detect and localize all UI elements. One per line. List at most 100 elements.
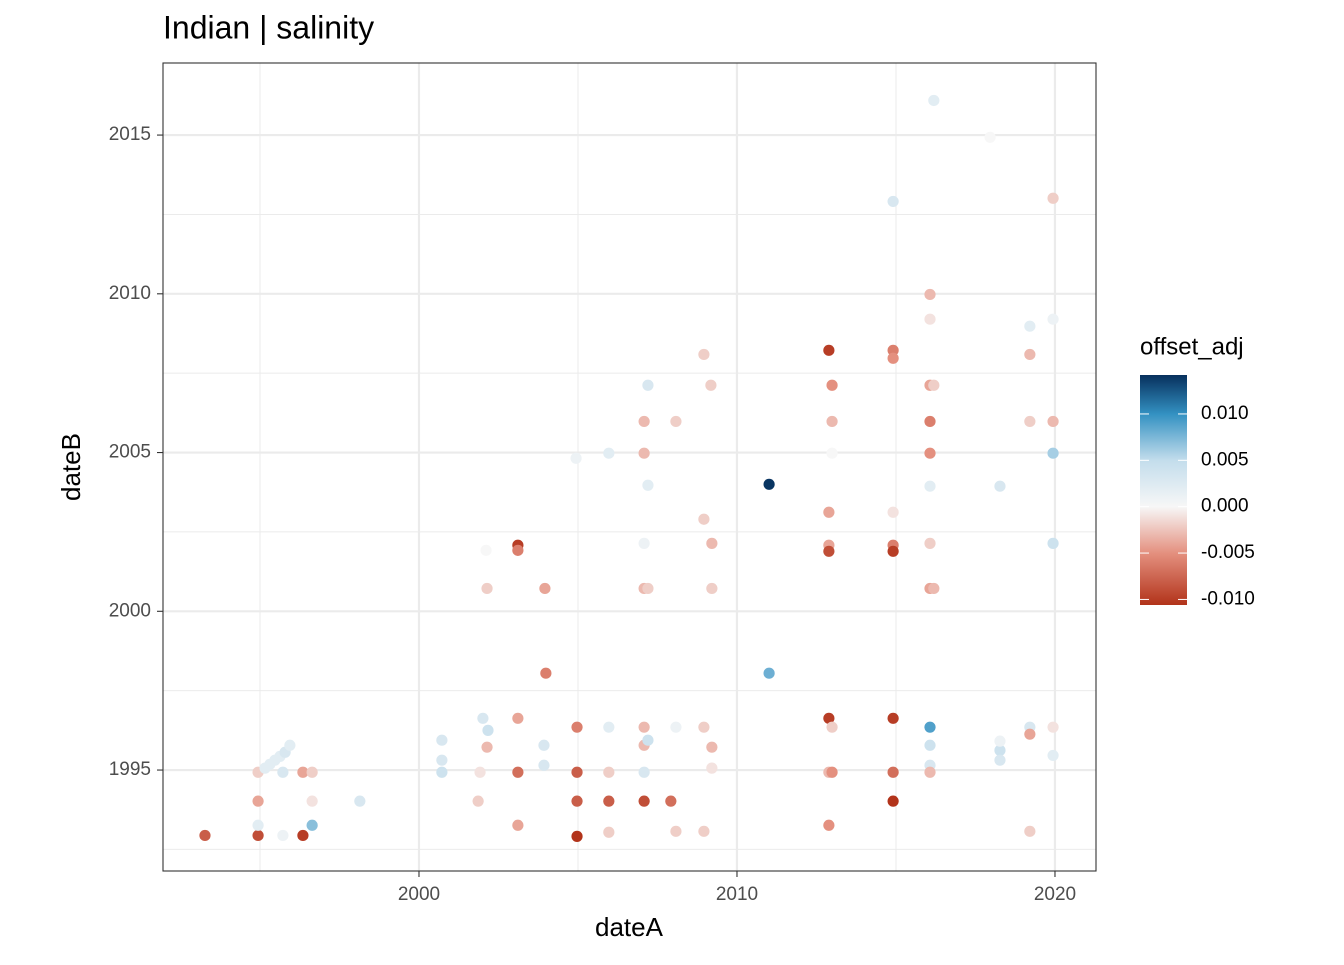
point — [481, 741, 493, 753]
color-bar — [1140, 375, 1187, 605]
point — [571, 830, 583, 842]
point — [928, 94, 940, 107]
point — [603, 766, 615, 778]
point — [571, 766, 583, 778]
point — [706, 537, 718, 549]
point — [887, 766, 899, 778]
point — [887, 344, 899, 356]
x-tick-label: 2020 — [1034, 884, 1076, 905]
x-axis-title: dateA — [595, 912, 664, 942]
color-bar-label: 0.000 — [1201, 496, 1249, 517]
point — [665, 795, 677, 807]
point — [252, 829, 264, 842]
point — [252, 795, 264, 807]
point — [1047, 447, 1059, 459]
point — [924, 721, 936, 733]
x-tick-label: 2010 — [716, 884, 758, 905]
point — [603, 447, 615, 459]
point — [924, 313, 936, 325]
point — [670, 415, 682, 428]
point — [512, 819, 524, 831]
point — [887, 795, 899, 807]
point — [571, 721, 583, 733]
point — [540, 667, 552, 679]
point — [252, 819, 264, 831]
point — [994, 480, 1006, 492]
point — [1047, 415, 1059, 428]
point — [306, 766, 318, 778]
y-tick-label: 2000 — [109, 600, 151, 621]
y-tick-label: 1995 — [109, 759, 151, 780]
point — [887, 506, 899, 518]
point — [887, 712, 899, 724]
plot-border — [162, 62, 1097, 872]
point — [1047, 749, 1059, 762]
point — [297, 829, 309, 842]
point — [638, 537, 650, 549]
point — [1024, 728, 1036, 740]
point — [474, 766, 486, 778]
point — [481, 582, 493, 595]
point — [477, 712, 489, 724]
point — [706, 741, 718, 753]
y-axis-title: dateB — [56, 433, 86, 501]
point — [638, 766, 650, 778]
point — [284, 739, 296, 751]
point — [826, 415, 838, 428]
point — [984, 131, 996, 143]
point — [1047, 721, 1059, 733]
point — [638, 795, 650, 807]
point — [924, 447, 936, 459]
point — [642, 734, 654, 746]
point — [826, 447, 838, 459]
point — [482, 724, 494, 736]
color-bar-label: -0.005 — [1201, 542, 1255, 563]
y-tick-label: 2005 — [109, 442, 151, 463]
point — [698, 825, 710, 837]
point — [670, 721, 682, 733]
point — [638, 447, 650, 459]
point — [994, 754, 1006, 766]
point — [538, 739, 550, 751]
point — [1047, 537, 1059, 549]
point — [698, 721, 710, 733]
point — [306, 819, 318, 831]
point — [1024, 415, 1036, 428]
point — [570, 452, 582, 464]
point — [928, 379, 940, 391]
point — [277, 829, 289, 842]
plot-background — [163, 63, 1096, 871]
point — [887, 545, 899, 557]
point — [823, 344, 835, 356]
point — [297, 766, 309, 778]
y-tick-label: 2015 — [109, 124, 151, 145]
point — [642, 479, 654, 491]
point — [887, 195, 899, 208]
point — [539, 582, 551, 595]
point — [924, 537, 936, 549]
point — [603, 826, 615, 838]
point — [924, 766, 936, 778]
point — [826, 721, 838, 733]
point — [480, 544, 492, 556]
point — [642, 582, 654, 595]
point — [698, 348, 710, 361]
chart-title: Indian | salinity — [163, 9, 374, 45]
point — [354, 795, 366, 807]
point — [603, 795, 615, 807]
point — [670, 825, 682, 837]
point — [924, 480, 936, 492]
point — [826, 766, 838, 778]
point — [705, 379, 717, 391]
point — [199, 829, 211, 842]
y-tick-label: 2010 — [109, 283, 151, 304]
point — [924, 739, 936, 751]
point — [512, 712, 524, 724]
point — [571, 795, 583, 807]
point — [706, 762, 718, 774]
point — [642, 379, 654, 391]
point — [436, 766, 448, 778]
point — [1024, 320, 1036, 332]
point — [823, 712, 835, 724]
